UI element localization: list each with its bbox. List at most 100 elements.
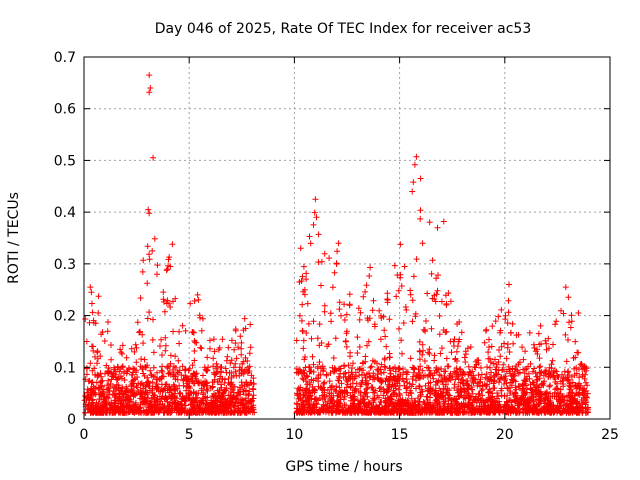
data-point <box>112 394 119 400</box>
data-point <box>554 372 561 379</box>
data-point <box>377 409 383 416</box>
data-point <box>209 383 216 390</box>
data-point <box>367 264 374 271</box>
data-point <box>119 385 126 392</box>
data-point <box>246 350 253 357</box>
data-point <box>490 360 497 367</box>
data-point <box>240 388 247 395</box>
data-point <box>302 392 309 399</box>
data-point <box>198 345 205 352</box>
data-point <box>309 353 316 360</box>
data-point <box>185 384 192 390</box>
data-point <box>321 308 328 315</box>
data-point <box>392 403 398 410</box>
data-point <box>316 321 323 328</box>
data-point <box>574 401 581 408</box>
data-point <box>140 382 147 388</box>
data-point <box>203 386 210 393</box>
data-point <box>397 271 404 278</box>
data-point <box>117 403 124 410</box>
data-point <box>486 344 492 351</box>
data-point <box>182 366 189 373</box>
data-point <box>148 387 155 394</box>
data-point <box>235 389 242 396</box>
data-point <box>532 370 539 377</box>
data-point <box>476 403 483 410</box>
data-point <box>440 386 447 393</box>
data-point <box>293 365 300 372</box>
data-point <box>214 405 221 412</box>
data-point <box>246 388 253 395</box>
data-point <box>506 384 513 391</box>
data-point <box>346 302 353 309</box>
data-point <box>335 240 342 247</box>
data-point <box>535 330 542 337</box>
data-point <box>305 320 312 327</box>
data-point <box>296 312 303 319</box>
data-point <box>530 381 537 388</box>
data-point <box>139 268 146 275</box>
data-point <box>566 386 573 393</box>
data-point <box>442 292 449 299</box>
data-point <box>452 408 459 415</box>
data-point <box>172 353 179 360</box>
data-point <box>310 361 317 368</box>
data-point <box>417 175 424 182</box>
data-point <box>208 397 215 404</box>
data-point <box>86 319 93 326</box>
data-point <box>546 383 553 390</box>
data-point <box>551 367 558 374</box>
data-point <box>494 390 501 396</box>
data-point <box>332 366 338 373</box>
data-point <box>453 396 460 403</box>
data-point <box>345 369 352 376</box>
data-point <box>162 381 169 388</box>
data-point <box>84 365 90 372</box>
data-point <box>191 409 198 415</box>
data-point <box>145 394 152 401</box>
data-point <box>514 398 521 405</box>
data-point <box>149 247 156 254</box>
data-point <box>137 328 143 335</box>
data-point <box>167 399 174 406</box>
y-tick-label: 0.5 <box>54 153 76 169</box>
data-point <box>132 341 139 348</box>
data-point <box>247 321 254 328</box>
data-point <box>158 336 165 343</box>
data-point <box>159 363 166 370</box>
data-point <box>164 365 171 372</box>
data-point <box>582 364 589 371</box>
data-point <box>178 402 185 409</box>
data-point <box>343 343 350 350</box>
data-point <box>334 248 341 255</box>
data-point <box>95 372 102 379</box>
data-point <box>445 395 452 401</box>
data-point <box>330 392 337 399</box>
data-point <box>167 360 174 367</box>
data-point <box>378 315 385 321</box>
data-point <box>502 375 509 382</box>
data-point <box>320 365 327 372</box>
data-point <box>575 310 582 316</box>
data-point <box>457 371 464 378</box>
data-point <box>562 331 569 338</box>
data-point <box>119 342 126 349</box>
data-point <box>139 331 146 338</box>
data-point <box>424 393 431 400</box>
data-point <box>579 366 586 372</box>
data-point <box>463 378 470 385</box>
data-point <box>372 408 379 415</box>
data-point <box>364 393 371 400</box>
data-point <box>223 357 230 364</box>
data-point <box>454 343 461 350</box>
data-point <box>346 291 353 298</box>
data-point <box>320 384 327 391</box>
data-point <box>161 298 167 305</box>
data-point <box>541 378 548 385</box>
data-point <box>413 153 420 160</box>
data-point <box>396 390 403 397</box>
data-point <box>145 406 151 413</box>
data-point <box>167 304 174 310</box>
data-point <box>399 375 406 382</box>
data-point <box>493 364 500 370</box>
